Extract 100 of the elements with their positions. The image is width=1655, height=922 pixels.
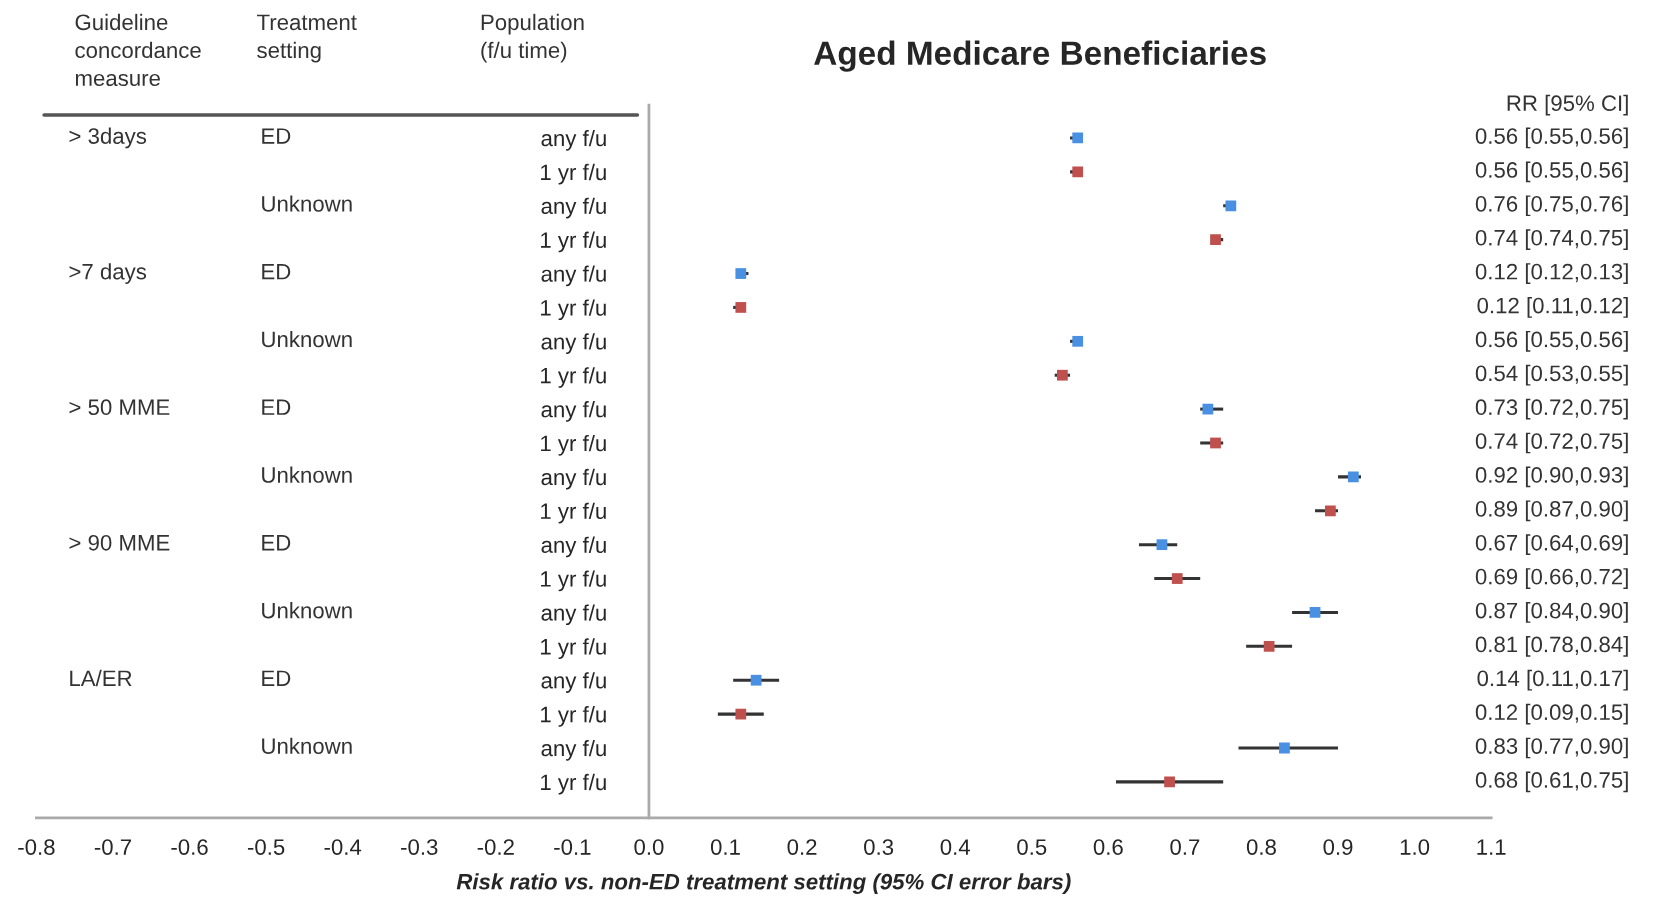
text: Treatment setting xyxy=(257,14,357,63)
x-tick-label: 0.7 xyxy=(1170,839,1200,855)
annotation: > 90 MME xyxy=(69,534,170,551)
annotation: > 3days xyxy=(69,127,147,149)
y-tick-label: 1 yr f/u xyxy=(541,638,606,659)
point xyxy=(1347,471,1359,483)
annotation: ED xyxy=(262,670,291,686)
point xyxy=(1072,166,1084,178)
y-tick-label: any f/u xyxy=(541,129,606,151)
annotation: Unknown xyxy=(262,466,352,483)
y-tick-label: any f/u xyxy=(541,401,606,422)
x-tick-label: -0.1 xyxy=(554,839,591,855)
y-tick-label: 1 yr f/u xyxy=(541,570,606,592)
y-tick-label: 1 yr f/u xyxy=(541,231,606,253)
x-tick-label: -0.7 xyxy=(94,839,132,855)
point xyxy=(1324,505,1336,517)
point xyxy=(1072,132,1084,144)
y-tick-label: any f/u xyxy=(541,604,606,626)
annotation: 0.74 [0.74,0.75] xyxy=(1475,229,1628,251)
annotation: Unknown xyxy=(262,602,352,619)
x-tick-label: 0.4 xyxy=(940,839,970,855)
annotation: 0.54 [0.53,0.55] xyxy=(1475,364,1628,386)
annotation: Unknown xyxy=(262,195,352,212)
point xyxy=(1057,369,1068,381)
y-tick-label: any f/u xyxy=(541,265,606,287)
annotation: 0.83 [0.77,0.90] xyxy=(1475,737,1628,759)
point xyxy=(1263,640,1275,652)
annotation: 0.81 [0.78,0.84] xyxy=(1475,635,1628,657)
annotation: ED xyxy=(262,535,291,551)
annotation: 0.69 [0.66,0.72] xyxy=(1475,568,1628,589)
y-tick-label: 1 yr f/u xyxy=(541,163,606,185)
y-tick-label: any f/u xyxy=(541,672,606,693)
x-tick-label: -0.2 xyxy=(477,839,514,855)
y-tick-label: 1 yr f/u xyxy=(541,502,606,524)
x-tick-label: 0.9 xyxy=(1323,839,1353,855)
point xyxy=(1072,335,1084,347)
x-tick-label: 0.6 xyxy=(1093,839,1123,855)
text: RR [95% CI] xyxy=(1507,94,1628,116)
text: Guideline concordance measure xyxy=(75,13,201,87)
x-axis-title: Risk ratio vs. non-ED treatment setting (95% CI error bars) xyxy=(456,873,1071,894)
y-tick-label: 1 yr f/u xyxy=(541,299,606,321)
x-tick-label: 0.3 xyxy=(864,839,894,855)
x-tick-label: -0.6 xyxy=(171,839,208,855)
chart-title: Aged Medicare Beneficiaries xyxy=(814,40,1266,72)
annotation: > 50 MME xyxy=(69,399,170,416)
y-tick-label: 1 yr f/u xyxy=(541,706,606,727)
x-tick-label: 0.8 xyxy=(1246,839,1276,855)
point xyxy=(735,302,747,313)
point xyxy=(1156,539,1168,551)
annotation: 0.12 [0.09,0.15] xyxy=(1475,703,1628,725)
annotation: 0.67 [0.64,0.69] xyxy=(1475,534,1628,556)
annotation: 0.73 [0.72,0.75] xyxy=(1475,398,1628,420)
x-tick-label: 0.5 xyxy=(1017,839,1047,855)
annotation: >7 days xyxy=(69,263,147,284)
annotation: 0.92 [0.90,0.93] xyxy=(1475,466,1628,488)
point xyxy=(1210,234,1221,246)
annotation: 0.76 [0.75,0.76] xyxy=(1475,195,1628,217)
y-tick-label: any f/u xyxy=(541,739,606,761)
y-tick-label: any f/u xyxy=(541,197,606,219)
point xyxy=(735,268,747,279)
y-tick-label: 1 yr f/u xyxy=(541,773,606,795)
point xyxy=(1225,200,1237,212)
point xyxy=(1279,742,1290,754)
annotation: 0.56 [0.55,0.56] xyxy=(1475,127,1628,149)
x-tick-label: -0.8 xyxy=(18,839,55,855)
y-tick-label: 1 yr f/u xyxy=(541,434,606,456)
x-tick-label: -0.3 xyxy=(401,839,438,855)
point xyxy=(1210,437,1221,449)
annotation: 0.87 [0.84,0.90] xyxy=(1475,602,1628,623)
y-tick-label: any f/u xyxy=(541,536,606,558)
annotation: 0.68 [0.61,0.75] xyxy=(1475,771,1628,793)
annotation: 0.56 [0.55,0.56] xyxy=(1475,161,1628,183)
annotation: 0.14 [0.11,0.17] xyxy=(1477,669,1628,691)
point xyxy=(1164,776,1175,788)
x-tick-label: 0.1 xyxy=(710,839,740,855)
x-tick-label: 0.2 xyxy=(787,839,817,855)
point xyxy=(735,708,747,720)
x-tick-label: 1.1 xyxy=(1477,839,1506,855)
point xyxy=(750,674,762,686)
y-tick-label: any f/u xyxy=(541,468,606,490)
point xyxy=(1171,573,1183,584)
x-tick-label: -0.4 xyxy=(324,839,362,855)
annotation: ED xyxy=(262,128,291,144)
annotation: 0.74 [0.72,0.75] xyxy=(1475,432,1628,454)
annotation: 0.56 [0.55,0.56] xyxy=(1475,330,1628,352)
annotation: Unknown xyxy=(262,737,352,754)
point xyxy=(1309,607,1321,618)
y-tick-label: any f/u xyxy=(541,333,606,354)
text: Population (f/u time) xyxy=(481,13,584,63)
x-tick-label: -0.5 xyxy=(247,839,285,855)
x-tick-label: 1.0 xyxy=(1400,839,1430,855)
annotation: LA/ER xyxy=(70,669,132,687)
annotation: ED xyxy=(262,264,291,280)
annotation: 0.89 [0.87,0.90] xyxy=(1475,500,1628,522)
annotation: Unknown xyxy=(262,330,352,348)
y-tick-label: 1 yr f/u xyxy=(541,367,606,388)
annotation: 0.12 [0.12,0.13] xyxy=(1475,263,1628,284)
x-tick-label: 0.0 xyxy=(634,839,664,855)
annotation: 0.12 [0.11,0.12] xyxy=(1477,297,1628,318)
point xyxy=(1202,403,1214,415)
